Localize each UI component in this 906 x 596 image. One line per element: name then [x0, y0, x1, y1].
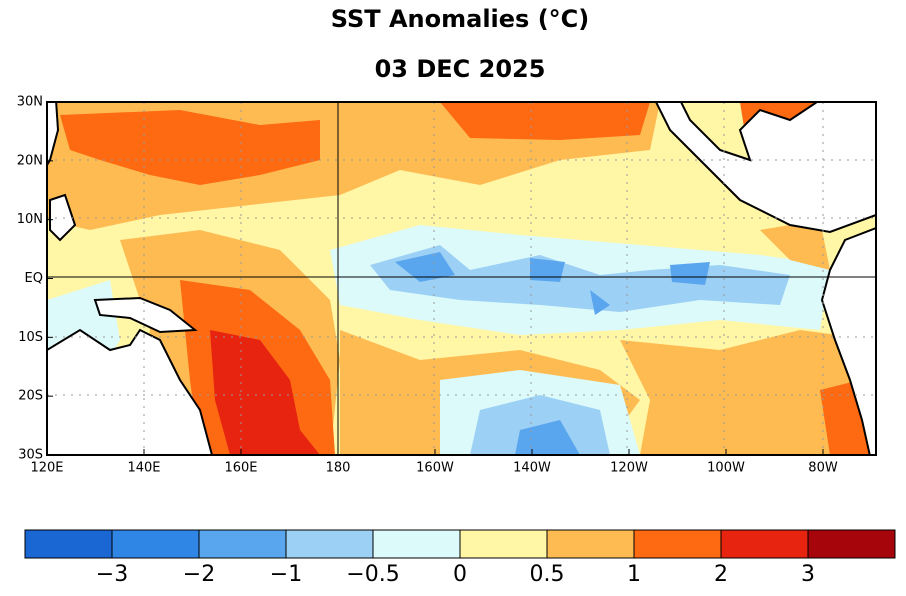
lat-label: 10N — [17, 212, 43, 227]
lon-label: 120E — [30, 461, 63, 476]
colorbar-label: −1 — [270, 562, 302, 587]
colorbar-swatch — [198, 529, 287, 559]
colorbar-label: 1 — [627, 562, 641, 587]
lon-label: 160W — [416, 461, 454, 476]
lat-label: 30N — [17, 95, 43, 110]
colorbar-swatch — [807, 529, 896, 559]
colorbar-label: 0.5 — [530, 562, 565, 587]
colorbar-swatch — [546, 529, 635, 559]
colorbar-swatch — [111, 529, 200, 559]
lat-label: EQ — [25, 271, 43, 286]
colorbar-label: 3 — [801, 562, 815, 587]
colorbar-label: −3 — [96, 562, 128, 587]
lon-label: 140E — [127, 461, 160, 476]
lon-label: 140W — [513, 461, 551, 476]
date: 03 DEC 2025 — [375, 55, 546, 83]
lon-label: 180 — [326, 461, 351, 476]
lon-label: 160E — [224, 461, 257, 476]
lat-label: 30S — [18, 448, 43, 463]
lat-label: 20N — [17, 153, 43, 168]
colorbar-label: −2 — [183, 562, 215, 587]
lon-label: 80W — [808, 461, 838, 476]
lon-label: 100W — [707, 461, 745, 476]
colorbar-swatch — [24, 529, 113, 559]
colorbar-swatch — [459, 529, 548, 559]
colorbar-swatch — [285, 529, 374, 559]
colorbar-swatch — [720, 529, 809, 559]
colorbar-label: −0.5 — [346, 562, 399, 587]
colorbar-label: 0 — [453, 562, 467, 587]
title: SST Anomalies (°C) — [331, 5, 590, 33]
colorbar-swatch — [372, 529, 461, 559]
lat-label: 20S — [18, 389, 43, 404]
lon-label: 120W — [610, 461, 648, 476]
sst-field — [47, 102, 876, 455]
colorbar-label: 2 — [714, 562, 728, 587]
graticule — [46, 101, 877, 456]
lat-label: 10S — [18, 330, 43, 345]
colorbar-swatch — [633, 529, 722, 559]
